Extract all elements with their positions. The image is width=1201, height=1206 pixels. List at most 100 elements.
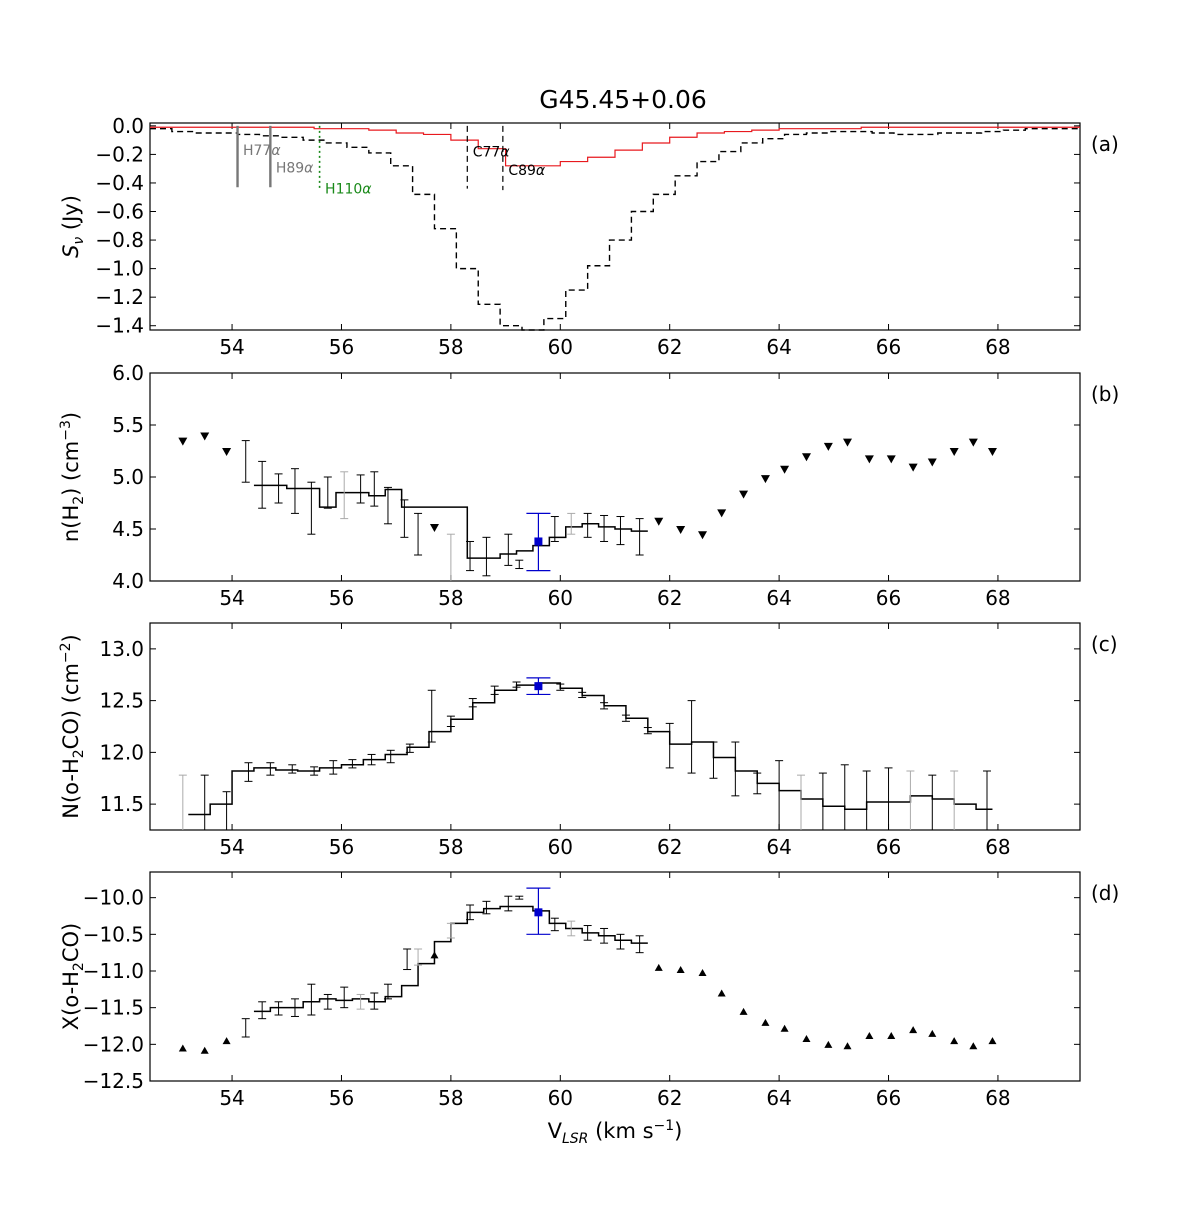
y-tick-label: −0.8 (95, 228, 144, 252)
y-tick-label: 12.0 (99, 740, 144, 764)
step-line-c (188, 682, 993, 816)
axes-frame-b (149, 372, 1081, 582)
axes-frame-c (149, 622, 1081, 831)
y-tick-label: −10.5 (83, 922, 144, 946)
x-tick-label: 60 (548, 1086, 573, 1110)
lower-limit-marker (969, 1042, 978, 1050)
x-tick-label: 66 (876, 335, 901, 359)
marker-label-text: H110 (325, 182, 362, 198)
upper-limit-marker (429, 523, 439, 532)
upper-limit-marker (739, 490, 749, 499)
lower-limit-marker (909, 1026, 918, 1034)
upper-limit-marker (987, 448, 997, 457)
upper-limit-marker (886, 455, 896, 464)
y-tick-label: −0.4 (95, 171, 144, 195)
upper-limit-marker (717, 509, 727, 518)
panel-label-d: (d) (1091, 881, 1119, 905)
recombination-line-series (150, 126, 1080, 167)
x-tick-label: 62 (657, 1086, 682, 1110)
lower-limit-marker (698, 968, 707, 976)
panel-label-c: (c) (1091, 632, 1118, 656)
lower-limit-marker (717, 989, 726, 997)
y-tick-label: −10.0 (83, 886, 144, 910)
y-label-sub: 2 (71, 962, 87, 971)
x-tick-label: 60 (548, 335, 573, 359)
y-label-main: X(o-H (59, 971, 83, 1030)
marker-label-h110: H110α (325, 182, 372, 198)
y-axis-label-b: n(H2) (cm−3) (58, 412, 87, 542)
lower-limit-marker (739, 1007, 748, 1015)
y-label-rest: ) (cm (59, 441, 83, 496)
lower-limit-marker (887, 1032, 896, 1040)
x-label-sub: LSR (562, 1131, 588, 1147)
x-tick-label: 58 (438, 1086, 463, 1110)
panel-d: 54 56 58 60 62 64 66 68 −10.0 −10.5 −11.0 −11.5 −12.… (59, 871, 1119, 1147)
upper-limit-marker (908, 463, 918, 472)
y-tick-label: −0.2 (95, 142, 144, 166)
upper-limit-marker (949, 448, 959, 457)
marker-label-text: H77 (243, 143, 271, 159)
marker-label-c77: C77α (473, 145, 511, 161)
y-tick-label: 6.0 (112, 361, 144, 385)
y-tick-label: −12.0 (83, 1032, 144, 1056)
marker-label-greek: α (500, 145, 510, 161)
y-tick-label: −1.2 (95, 285, 144, 309)
x-tick-label: 56 (329, 1086, 354, 1110)
y-label-sub: 2 (71, 496, 87, 505)
y-label-sub: 2 (71, 749, 87, 758)
panel-a: 54 56 58 60 62 64 66 68 0.0 −0.2 −0.4 −0.6 −0.8 −1.0 −… (59, 114, 1119, 359)
x-tick-label: 54 (219, 335, 244, 359)
y-label-rest: CO) (59, 923, 83, 962)
x-tick-label: 68 (985, 586, 1010, 610)
lower-limit-marker (950, 1037, 959, 1045)
marker-label-c89: C89α (508, 163, 546, 179)
x-tick-label: 62 (657, 586, 682, 610)
lower-limit-marker (430, 951, 439, 959)
x-tick-label: 56 (329, 835, 354, 859)
y-axis-label-c: N(o-H2CO) (cm−2) (58, 634, 87, 819)
axes-frame-d (149, 871, 1081, 1082)
y-axis-label-d: X(o-H2CO) (59, 923, 87, 1031)
y-label-rest: (Jy) (59, 195, 83, 237)
y-tick-label: −1.0 (95, 257, 144, 281)
lower-limit-marker (843, 1042, 852, 1050)
x-tick-label: 54 (219, 1086, 244, 1110)
upper-limit-marker (200, 432, 210, 441)
lower-limit-marker (928, 1029, 937, 1037)
y-tick-label: 0.0 (112, 114, 144, 138)
y-tick-label: 4.5 (112, 517, 144, 541)
y-label-sup: −3 (58, 420, 74, 441)
best-fit-point (534, 537, 543, 546)
lower-limit-marker (761, 1018, 770, 1026)
marker-label-h89: H89α (276, 160, 314, 176)
x-tick-label: 62 (657, 835, 682, 859)
lower-limit-marker (676, 966, 685, 974)
marker-label-greek: α (271, 143, 281, 159)
upper-limit-marker (801, 453, 811, 462)
x-tick-label: 64 (766, 1086, 791, 1110)
upper-limit-marker (676, 526, 686, 535)
upper-limit-marker (178, 437, 188, 446)
y-tick-label: 12.5 (99, 689, 144, 713)
x-label-rest: (km s (588, 1119, 653, 1143)
y-label-main: S (59, 245, 83, 258)
x-tick-label: 68 (985, 835, 1010, 859)
x-tick-label: 60 (548, 586, 573, 610)
lower-limit-marker (178, 1044, 187, 1052)
y-tick-label: 5.5 (112, 413, 144, 437)
lower-limit-marker (780, 1024, 789, 1032)
x-tick-label: 66 (876, 835, 901, 859)
upper-limit-marker (843, 438, 852, 447)
marker-label-text: C89 (508, 163, 536, 179)
y-tick-label: −11.5 (83, 996, 144, 1020)
x-tick-label: 56 (329, 586, 354, 610)
upper-limit-marker (222, 448, 232, 457)
h2co-absorption-series (150, 128, 1080, 331)
upper-limit-marker (760, 475, 770, 484)
upper-limit-marker (927, 458, 937, 467)
x-tick-label: 58 (438, 835, 463, 859)
upper-limit-marker (698, 531, 708, 540)
lower-limit-marker (988, 1037, 997, 1045)
panel-c: 54 56 58 60 62 64 66 68 11.5 12.0 12.5 13.0 (c) N(o-H… (58, 622, 1118, 859)
